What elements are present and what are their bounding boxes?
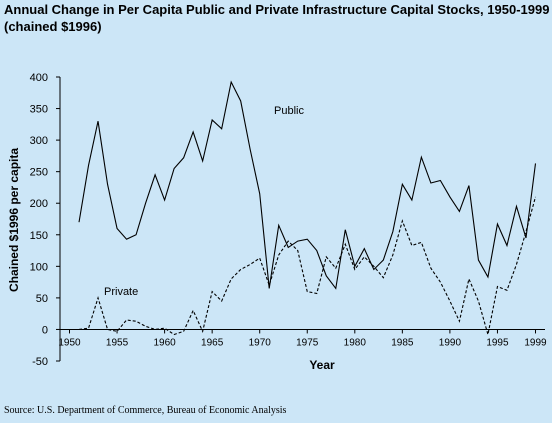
y-tick-label: 400 <box>30 72 48 84</box>
y-tick-label: 250 <box>30 167 48 179</box>
x-tick-label: 1985 <box>391 337 414 348</box>
x-tick-label: 1990 <box>439 337 462 348</box>
y-axis-title: Chained $1996 per capita <box>7 148 21 292</box>
y-tick-label: 300 <box>30 135 48 147</box>
y-tick-label: 50 <box>36 293 48 305</box>
y-tick-label: 200 <box>30 198 48 210</box>
chart-title: Annual Change in Per Capita Public and P… <box>4 2 549 17</box>
y-tick-label: 100 <box>30 261 48 273</box>
y-tick-label: 350 <box>30 104 48 116</box>
series-line <box>78 80 537 290</box>
chart-subtitle: (chained $1996) <box>4 19 102 34</box>
series-label: Private <box>104 286 138 298</box>
x-tick-label: 1975 <box>296 337 319 348</box>
x-tick-label: 1960 <box>153 337 176 348</box>
x-tick-label: 1965 <box>201 337 224 348</box>
x-tick-label: 1999 <box>524 337 547 348</box>
x-axis-title: Year <box>309 358 335 372</box>
x-tick-label: 1995 <box>486 337 509 348</box>
y-tick-label: 150 <box>30 230 48 242</box>
y-tick-label: -50 <box>32 356 48 368</box>
source: Source: U.S. Department of Commerce, Bur… <box>4 405 287 416</box>
x-tick-label: 1970 <box>249 337 272 348</box>
y-tick-label: 0 <box>42 324 48 336</box>
x-tick-label: 1955 <box>106 337 129 348</box>
x-tick-label: 1980 <box>344 337 367 348</box>
series-line <box>78 196 537 336</box>
x-tick-label: 1950 <box>58 337 81 348</box>
series-label: Public <box>274 105 304 117</box>
